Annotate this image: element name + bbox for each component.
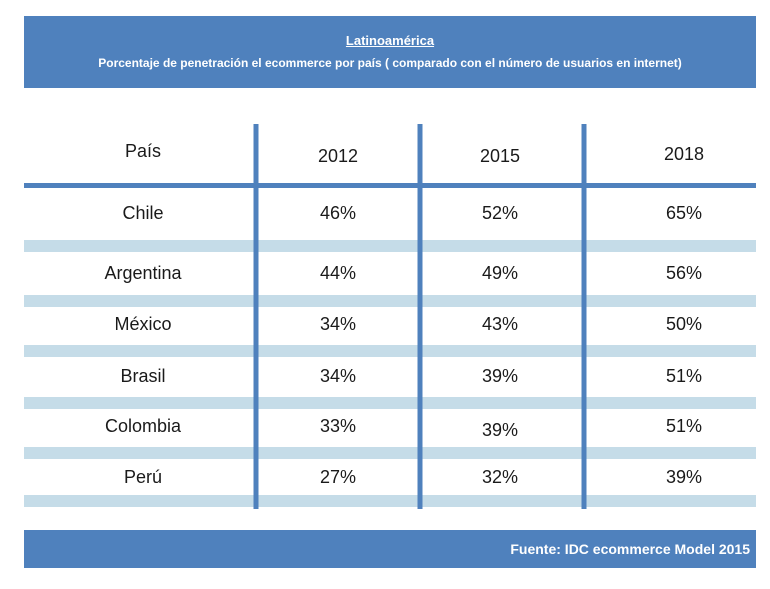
source-note: Fuente: IDC ecommerce Model 2015 bbox=[510, 541, 750, 557]
header-band bbox=[24, 16, 756, 88]
row-stripe bbox=[24, 447, 756, 459]
cell-value: 39% bbox=[482, 420, 518, 440]
cell-value: 39% bbox=[482, 366, 518, 386]
cell-value: 43% bbox=[482, 314, 518, 334]
header-rule bbox=[24, 183, 756, 188]
cell-value: 49% bbox=[482, 263, 518, 283]
cell-value: 34% bbox=[320, 314, 356, 334]
column-divider bbox=[253, 124, 259, 509]
cell-value: 52% bbox=[482, 203, 518, 223]
country-label: Argentina bbox=[104, 263, 182, 283]
country-label: Perú bbox=[124, 467, 162, 487]
country-label: México bbox=[114, 314, 171, 334]
cell-value: 65% bbox=[666, 203, 702, 223]
chart-subtitle: Porcentaje de penetración el ecommerce p… bbox=[98, 56, 682, 70]
country-label: Chile bbox=[122, 203, 163, 223]
column-header: 2012 bbox=[318, 146, 358, 166]
column-divider bbox=[417, 124, 423, 509]
column-header: 2015 bbox=[480, 146, 520, 166]
row-stripe bbox=[24, 345, 756, 357]
cell-value: 32% bbox=[482, 467, 518, 487]
cell-value: 46% bbox=[320, 203, 356, 223]
row-stripe bbox=[24, 495, 756, 507]
cell-value: 50% bbox=[666, 314, 702, 334]
country-label: Brasil bbox=[120, 366, 165, 386]
cell-value: 34% bbox=[320, 366, 356, 386]
footer-band bbox=[24, 530, 756, 568]
cell-value: 39% bbox=[666, 467, 702, 487]
column-divider bbox=[581, 124, 587, 509]
cell-value: 51% bbox=[666, 366, 702, 386]
cell-value: 51% bbox=[666, 416, 702, 436]
cell-value: 27% bbox=[320, 467, 356, 487]
chart-title: Latinoamérica bbox=[345, 33, 435, 48]
row-stripe bbox=[24, 397, 756, 409]
row-stripe bbox=[24, 295, 756, 307]
country-label: Colombia bbox=[105, 416, 182, 436]
cell-value: 33% bbox=[320, 416, 356, 436]
cell-value: 56% bbox=[666, 263, 702, 283]
cell-value: 44% bbox=[320, 263, 356, 283]
column-header: 2018 bbox=[664, 144, 704, 164]
column-header: País bbox=[125, 141, 161, 161]
row-stripe bbox=[24, 240, 756, 252]
